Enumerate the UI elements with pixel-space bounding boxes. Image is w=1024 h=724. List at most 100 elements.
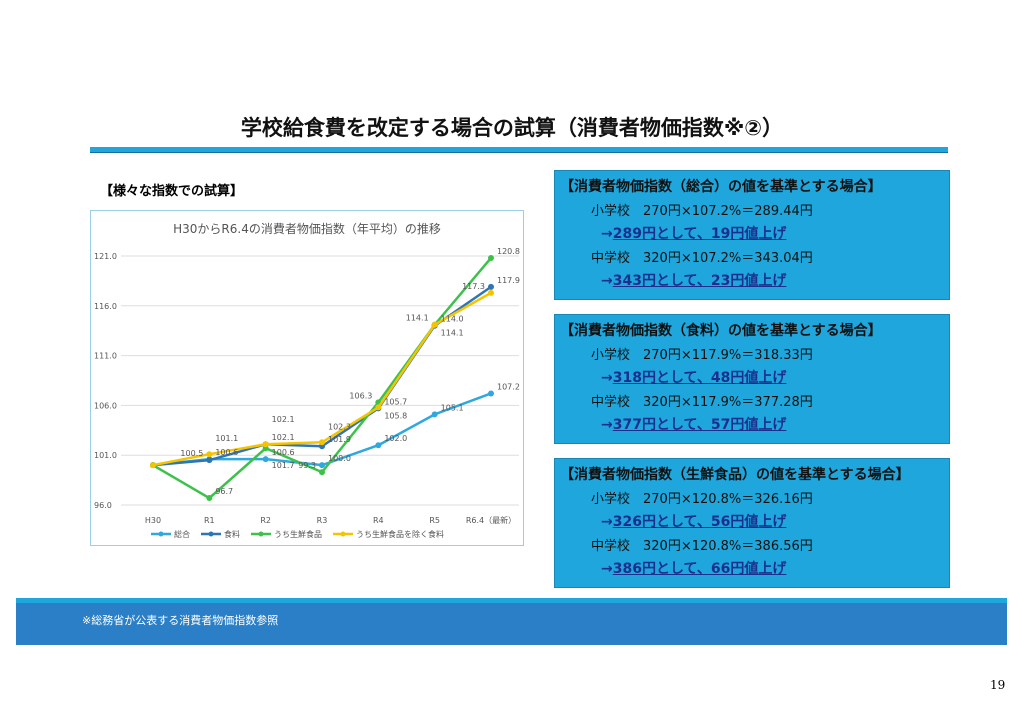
legend-label: 食料: [224, 529, 240, 539]
y-tick-label: 106.0: [94, 401, 117, 410]
elementary-calc: 小学校 270円×117.9%＝318.33円: [591, 348, 813, 363]
calc-heading: 【消費者物価指数（食料）の値を基準とする場合】: [560, 323, 882, 339]
elementary-result: →326円として、56円値上げ: [601, 511, 949, 531]
data-label: 102.0: [384, 434, 407, 443]
x-tick-label: R2: [260, 516, 271, 525]
data-point: [319, 462, 325, 469]
middle-result-text: 343円として、23円値上げ: [612, 273, 787, 289]
middle-result: →386円として、66円値上げ: [601, 558, 949, 578]
x-tick-label: R6.4（最新）: [466, 515, 516, 525]
series-line: [152, 285, 492, 467]
data-point: [431, 411, 438, 418]
data-label: 100.6: [272, 448, 295, 457]
data-point: [319, 469, 325, 476]
data-point: [262, 456, 269, 463]
arrow: →: [601, 226, 613, 242]
arrow: →: [601, 417, 613, 433]
middle-calc: 中学校 320円×120.8%＝386.56円: [591, 539, 813, 554]
legend-marker: [340, 531, 346, 537]
middle-result: →343円として、23円値上げ: [601, 270, 949, 290]
data-label: 105.7: [384, 397, 407, 406]
chart-title: H30からR6.4の消費者物価指数（年平均）の推移: [173, 221, 441, 236]
data-point: [488, 254, 494, 261]
data-label: 101.1: [215, 434, 238, 443]
data-label: 99.3: [298, 461, 316, 470]
data-label: 102.1: [272, 433, 295, 442]
x-tick-label: R5: [429, 516, 440, 525]
legend-label: うち生鮮食品を除く食料: [356, 529, 444, 539]
calc-heading: 【消費者物価指数（総合）の値を基準とする場合】: [560, 179, 882, 195]
cpi-line-chart: H30からR6.4の消費者物価指数（年平均）の推移 96.0 101.0 106.0 1…: [90, 210, 524, 546]
x-tick-label: R1: [204, 516, 215, 525]
data-label: 96.7: [215, 487, 233, 496]
data-point: [488, 390, 494, 397]
data-label: 107.2: [497, 382, 520, 391]
x-tick-label: R3: [317, 516, 328, 525]
middle-calc: 中学校 320円×107.2%＝343.04円: [591, 251, 813, 266]
elementary-calc: 小学校 270円×107.2%＝289.44円: [591, 204, 813, 219]
y-tick-label: 121.0: [94, 252, 117, 261]
data-point: [488, 289, 494, 296]
data-label: 106.3: [349, 391, 372, 400]
arrow: →: [601, 370, 613, 386]
data-label: 117.9: [497, 276, 520, 285]
x-tick-label: R4: [373, 516, 384, 525]
data-label: 114.0: [441, 315, 464, 324]
data-label: 105.8: [384, 411, 407, 420]
data-label: 114.1: [441, 329, 464, 338]
calc-heading: 【消費者物価指数（生鮮食品）の値を基準とする場合】: [560, 467, 910, 483]
data-point: [206, 495, 213, 502]
arrow: →: [601, 514, 613, 530]
elementary-result-text: 326円として、56円値上げ: [612, 514, 787, 530]
data-point: [319, 439, 325, 446]
data-label: 102.1: [272, 415, 295, 424]
legend-marker: [258, 531, 264, 537]
middle-calc: 中学校 320円×117.9%＝377.28円: [591, 395, 813, 410]
data-label: 100.0: [328, 454, 351, 463]
data-label: 114.1: [406, 314, 429, 323]
legend-label: 総合: [174, 529, 190, 539]
data-point: [206, 457, 213, 464]
y-tick-label: 111.0: [94, 352, 117, 361]
data-label: 100.5: [180, 449, 203, 458]
footnote: ※総務省が公表する消費者物価指数参照: [82, 614, 279, 627]
y-tick-label: 116.0: [94, 302, 117, 311]
arrow: →: [601, 273, 613, 289]
legend-marker: [208, 531, 214, 537]
arrow: →: [601, 561, 613, 577]
section-subtitle: 【様々な指数での試算】: [100, 184, 244, 199]
calc-box: 【消費者物価指数（食料）の値を基準とする場合】 小学校 270円×117.9%＝…: [554, 314, 950, 444]
elementary-result-text: 289円として、19円値上げ: [612, 226, 787, 242]
legend-marker: [158, 531, 164, 537]
elementary-result: →289円として、19円値上げ: [601, 223, 949, 243]
data-label: 100.6: [215, 448, 238, 457]
data-point: [206, 451, 213, 458]
data-label: 120.8: [497, 247, 520, 256]
series-line: [152, 257, 492, 500]
data-label: 117.3: [462, 282, 485, 291]
elementary-result: →318円として、48円値上げ: [601, 367, 949, 387]
data-point: [375, 404, 382, 411]
data-label: 101.7: [272, 461, 295, 470]
elementary-calc: 小学校 270円×120.8%＝326.16円: [591, 492, 813, 507]
y-tick-label: 96.0: [94, 501, 112, 510]
data-label: 105.1: [441, 403, 464, 412]
data-point: [150, 462, 156, 469]
data-point: [262, 441, 269, 448]
title-divider: [90, 147, 948, 153]
calc-box: 【消費者物価指数（生鮮食品）の値を基準とする場合】 小学校 270円×120.8…: [554, 458, 950, 588]
legend-label: うち生鮮食品: [274, 529, 322, 539]
page-title: 学校給食費を改定する場合の試算（消費者物価指数※②）: [240, 116, 784, 140]
middle-result-text: 377円として、57円値上げ: [612, 417, 787, 433]
data-point: [375, 442, 382, 449]
y-tick-label: 101.0: [94, 451, 117, 460]
data-point: [488, 283, 494, 290]
footer-bar: [16, 598, 1007, 645]
data-point: [431, 321, 438, 328]
middle-result: →377円として、57円値上げ: [601, 414, 949, 434]
calc-box: 【消費者物価指数（総合）の値を基準とする場合】 小学校 270円×107.2%＝…: [554, 170, 950, 300]
elementary-result-text: 318円として、48円値上げ: [612, 370, 787, 386]
data-label: 102.3: [328, 422, 351, 431]
page-number: 19: [990, 678, 1006, 692]
x-tick-label: H30: [145, 516, 161, 525]
